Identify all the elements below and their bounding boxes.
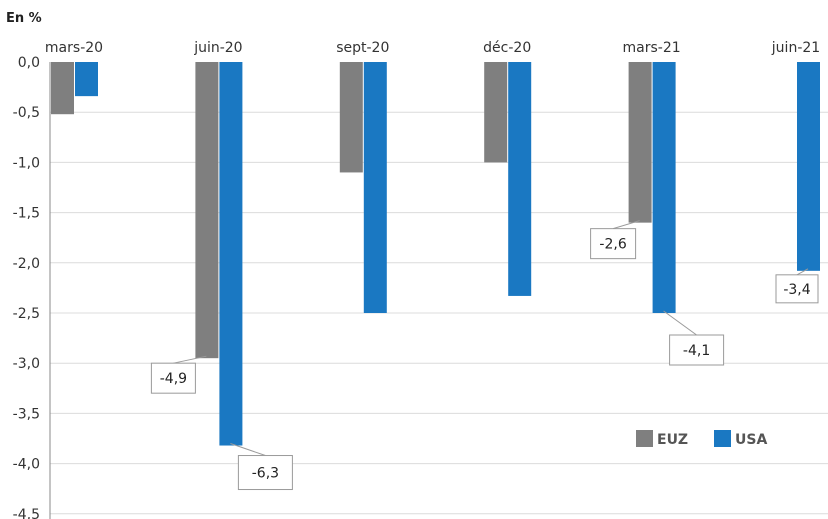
y-tick-label: -2,5 [13, 306, 40, 322]
bar-usa [219, 62, 243, 446]
callout-box [775, 274, 819, 304]
y-tick-label: -4,5 [13, 507, 40, 519]
bar-euz [51, 62, 74, 115]
y-tick-label: 0,0 [18, 55, 40, 71]
x-category-label: mars-20 [45, 40, 103, 56]
bar-usa [75, 62, 98, 97]
legend: EUZ USA [636, 430, 767, 448]
legend-label: USA [735, 432, 767, 448]
data-label: -4,9 [160, 371, 187, 387]
callout-leader [173, 355, 207, 364]
y-axis-ticks: 0,0 -0,5 -1,0 -1,5 -2,0 -2,5 -3,0 -3,5 -4,0 -4,5 [13, 55, 40, 519]
gridlines [50, 111, 828, 515]
y-tick-label: -1,0 [13, 155, 40, 171]
y-tick-label: -2,0 [13, 256, 40, 272]
legend-swatch-euz [636, 430, 653, 447]
bar-usa [797, 62, 820, 271]
category-labels: mars-20 juin-20 sept-20 déc-20 mars-21 juin-2… [45, 40, 820, 56]
callout-leader [796, 268, 809, 276]
callout-box [590, 228, 637, 260]
legend-swatch-usa [714, 430, 731, 447]
bar-usa [508, 62, 532, 296]
data-label: -3,4 [783, 282, 810, 298]
callout-leader [663, 310, 697, 336]
data-label: -6,3 [252, 466, 279, 482]
x-category-label: juin-21 [771, 40, 820, 56]
y-tick-label: -0,5 [13, 105, 40, 121]
callout-leader [612, 220, 640, 230]
bar-euz [628, 62, 652, 223]
x-category-label: déc-20 [483, 40, 531, 56]
x-category-label: juin-20 [193, 40, 242, 56]
data-label: -2,6 [599, 237, 626, 253]
bar-euz [339, 62, 363, 173]
bar-usa [652, 62, 676, 313]
x-category-label: sept-20 [336, 40, 389, 56]
y-tick-label: -4,0 [13, 457, 40, 473]
callout-box [237, 455, 293, 491]
data-label: -4,1 [683, 343, 710, 359]
bars [51, 62, 820, 446]
bar-euz [484, 62, 508, 163]
callout-box [669, 334, 725, 366]
callout-leader [230, 443, 266, 457]
callouts: -4,9 -6,3 -2,6 -4,1 -3,4 [150, 220, 819, 491]
bar-usa [363, 62, 387, 313]
callout-box [150, 362, 196, 394]
bar-euz [195, 62, 219, 359]
y-tick-label: -3,0 [13, 356, 40, 372]
unit-label: En % [6, 11, 42, 26]
y-tick-label: -3,5 [13, 406, 40, 422]
y-tick-label: -1,5 [13, 206, 40, 222]
legend-label: EUZ [657, 432, 688, 448]
x-category-label: mars-21 [623, 40, 681, 56]
